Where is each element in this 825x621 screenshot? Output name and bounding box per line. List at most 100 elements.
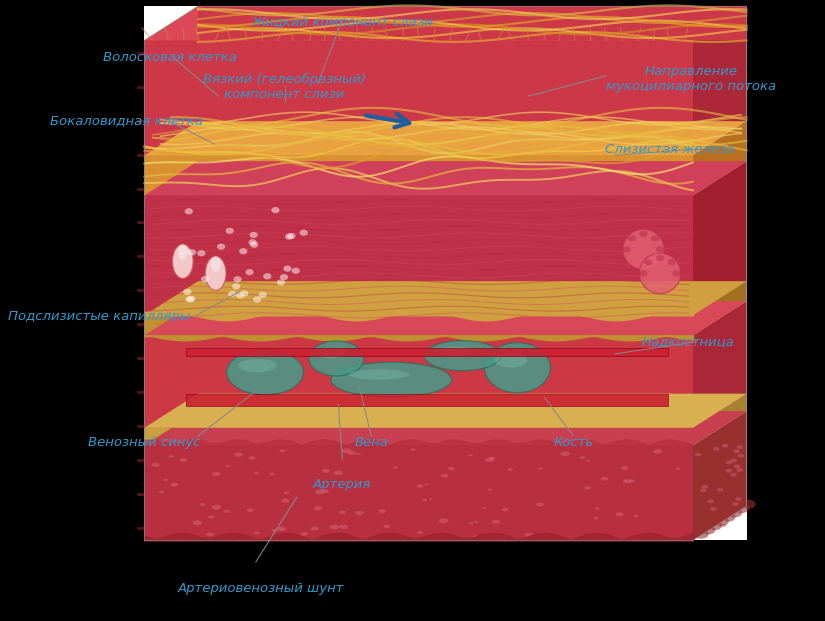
- Circle shape: [292, 268, 300, 274]
- Ellipse shape: [329, 525, 339, 530]
- Ellipse shape: [411, 448, 416, 451]
- Polygon shape: [144, 445, 693, 540]
- Ellipse shape: [248, 456, 256, 460]
- Ellipse shape: [417, 484, 423, 487]
- Ellipse shape: [707, 499, 714, 503]
- Ellipse shape: [595, 507, 600, 510]
- Ellipse shape: [417, 531, 423, 534]
- Ellipse shape: [707, 521, 722, 530]
- Bar: [144, 6, 747, 540]
- Circle shape: [639, 270, 648, 276]
- Ellipse shape: [741, 499, 756, 509]
- Ellipse shape: [280, 449, 285, 452]
- Text: Вена: Вена: [354, 436, 389, 449]
- Circle shape: [217, 243, 225, 250]
- Circle shape: [187, 296, 196, 302]
- Circle shape: [250, 242, 258, 248]
- Ellipse shape: [393, 466, 398, 469]
- Ellipse shape: [281, 499, 290, 503]
- Ellipse shape: [700, 525, 715, 535]
- Text: Направление
мукоцилиарного потока: Направление мукоцилиарного потока: [606, 65, 776, 93]
- Ellipse shape: [738, 454, 744, 458]
- Ellipse shape: [331, 362, 451, 397]
- Ellipse shape: [734, 504, 749, 513]
- Ellipse shape: [193, 520, 202, 525]
- Polygon shape: [693, 6, 747, 155]
- Polygon shape: [144, 411, 747, 445]
- Ellipse shape: [488, 489, 492, 491]
- Circle shape: [249, 232, 257, 238]
- Ellipse shape: [623, 229, 664, 270]
- Circle shape: [258, 292, 266, 298]
- Ellipse shape: [180, 458, 187, 462]
- Ellipse shape: [270, 473, 275, 475]
- Ellipse shape: [234, 453, 243, 457]
- Ellipse shape: [429, 498, 433, 500]
- Circle shape: [236, 292, 244, 299]
- Text: Слизистая железа: Слизистая железа: [605, 143, 734, 155]
- Ellipse shape: [700, 489, 707, 492]
- Ellipse shape: [494, 353, 527, 368]
- Text: Артериовенозный шунт: Артериовенозный шунт: [177, 582, 344, 596]
- Circle shape: [200, 276, 209, 282]
- Circle shape: [253, 296, 262, 302]
- Ellipse shape: [736, 468, 742, 472]
- Ellipse shape: [212, 472, 220, 476]
- Circle shape: [228, 291, 236, 297]
- Polygon shape: [144, 121, 747, 155]
- Circle shape: [639, 230, 648, 237]
- Ellipse shape: [701, 485, 708, 489]
- Ellipse shape: [469, 522, 474, 525]
- Ellipse shape: [284, 492, 290, 494]
- Ellipse shape: [676, 468, 681, 470]
- Ellipse shape: [212, 505, 221, 510]
- Ellipse shape: [735, 497, 742, 501]
- Ellipse shape: [163, 479, 168, 481]
- Ellipse shape: [639, 253, 681, 294]
- Ellipse shape: [314, 506, 323, 510]
- Ellipse shape: [247, 509, 254, 512]
- Polygon shape: [144, 281, 747, 315]
- Polygon shape: [144, 161, 747, 196]
- Ellipse shape: [469, 454, 473, 456]
- Circle shape: [628, 235, 636, 242]
- Circle shape: [233, 276, 242, 283]
- Bar: [186, 348, 668, 356]
- Ellipse shape: [322, 469, 330, 473]
- Ellipse shape: [276, 527, 286, 531]
- Ellipse shape: [719, 524, 726, 527]
- Ellipse shape: [653, 449, 662, 453]
- Ellipse shape: [171, 483, 178, 487]
- Circle shape: [239, 248, 247, 255]
- Text: Бокаловидная клетка: Бокаловидная клетка: [50, 115, 202, 127]
- Ellipse shape: [525, 533, 535, 538]
- Ellipse shape: [579, 456, 585, 459]
- Ellipse shape: [629, 479, 634, 483]
- Ellipse shape: [726, 461, 733, 465]
- Ellipse shape: [309, 341, 364, 376]
- Ellipse shape: [722, 444, 728, 448]
- Text: Подслизистые капилляры: Подслизистые капилляры: [8, 310, 191, 323]
- Circle shape: [188, 249, 196, 255]
- Ellipse shape: [507, 468, 513, 471]
- Ellipse shape: [342, 448, 351, 453]
- Text: Надкостница: Надкостница: [642, 335, 734, 348]
- Ellipse shape: [441, 474, 449, 478]
- Text: Жидкий компонент слизи: Жидкий компонент слизи: [252, 16, 433, 29]
- Ellipse shape: [536, 502, 544, 507]
- Ellipse shape: [168, 455, 173, 458]
- Ellipse shape: [601, 477, 608, 481]
- Polygon shape: [144, 428, 693, 445]
- Circle shape: [283, 266, 291, 272]
- Ellipse shape: [178, 244, 188, 260]
- Ellipse shape: [172, 244, 193, 278]
- Circle shape: [287, 233, 295, 239]
- Ellipse shape: [474, 535, 478, 537]
- Circle shape: [276, 279, 285, 286]
- Ellipse shape: [730, 473, 737, 477]
- Ellipse shape: [733, 465, 740, 468]
- Polygon shape: [693, 281, 747, 335]
- Polygon shape: [144, 6, 747, 40]
- Ellipse shape: [422, 499, 427, 501]
- Ellipse shape: [721, 512, 736, 522]
